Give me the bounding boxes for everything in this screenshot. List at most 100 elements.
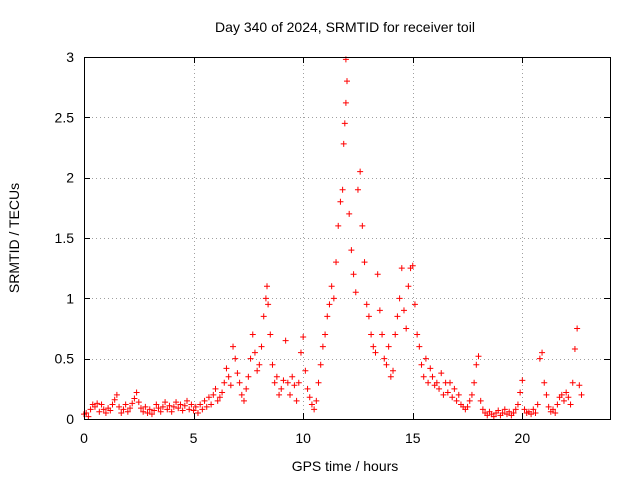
data-point: [499, 409, 506, 416]
data-point: [276, 391, 283, 398]
grid-lines: [84, 57, 610, 419]
data-point: [258, 343, 265, 350]
data-point: [427, 365, 434, 372]
data-point: [159, 403, 166, 410]
data-point: [368, 331, 375, 338]
x-tick-label: 5: [190, 430, 198, 446]
data-point: [177, 401, 184, 408]
data-point: [210, 391, 217, 398]
data-point: [238, 391, 245, 398]
data-point: [464, 403, 471, 410]
data-point: [157, 408, 164, 415]
data-point: [91, 403, 98, 410]
data-point: [219, 389, 226, 396]
data-point: [376, 307, 383, 314]
data-point: [111, 396, 118, 403]
plot-frame: [84, 57, 611, 420]
data-point: [170, 403, 177, 410]
data-point: [295, 379, 302, 386]
data-point: [94, 400, 101, 407]
data-point: [151, 407, 158, 414]
data-point: [409, 262, 416, 269]
data-point: [96, 408, 103, 415]
data-point: [418, 361, 425, 368]
data-point: [484, 412, 491, 419]
data-point: [425, 379, 432, 386]
x-tick-label: 20: [515, 430, 531, 446]
data-point: [379, 331, 386, 338]
data-point: [315, 379, 322, 386]
data-point: [576, 382, 583, 389]
data-point: [137, 405, 144, 412]
data-point: [280, 377, 287, 384]
data-point: [348, 247, 355, 254]
data-point: [501, 406, 508, 413]
data-point: [129, 400, 136, 407]
data-point: [324, 313, 331, 320]
data-point: [297, 349, 304, 356]
data-point: [300, 333, 307, 340]
data-point: [543, 391, 550, 398]
data-point: [477, 397, 484, 404]
data-point: [411, 301, 418, 308]
y-tick-label: 0: [66, 411, 74, 427]
data-point: [319, 343, 326, 350]
data-point: [234, 370, 241, 377]
data-point: [346, 210, 353, 217]
data-point: [153, 401, 160, 408]
x-tick-label: 0: [80, 430, 88, 446]
data-point: [271, 379, 278, 386]
data-point: [560, 397, 567, 404]
data-point: [365, 313, 372, 320]
data-point: [262, 295, 269, 302]
data-point: [197, 401, 204, 408]
data-point: [354, 186, 361, 193]
data-point: [370, 343, 377, 350]
data-point: [249, 331, 256, 338]
data-point: [304, 385, 311, 392]
data-point: [247, 355, 254, 362]
data-point: [536, 355, 543, 362]
data-point: [471, 379, 478, 386]
data-point: [374, 271, 381, 278]
data-point: [155, 405, 162, 412]
data-point: [212, 385, 219, 392]
data-point: [317, 361, 324, 368]
data-point: [449, 394, 456, 401]
data-point: [216, 394, 223, 401]
data-point: [199, 406, 206, 413]
data-point: [541, 379, 548, 386]
data-point: [175, 405, 182, 412]
data-point: [273, 373, 280, 380]
data-point: [416, 343, 423, 350]
data-point: [558, 391, 565, 398]
data-point: [420, 373, 427, 380]
data-point: [251, 349, 258, 356]
data-point: [256, 361, 263, 368]
data-point: [100, 406, 107, 413]
data-point: [357, 168, 364, 175]
data-point: [186, 406, 193, 413]
data-point: [278, 385, 285, 392]
data-point: [510, 409, 517, 416]
data-point: [293, 397, 300, 404]
tick-labels: 0 5 10 15 20 0 0.5 1 1.5 2 2.5 3: [55, 49, 531, 446]
data-point: [532, 409, 539, 416]
data-point: [109, 401, 116, 408]
data-point: [387, 373, 394, 380]
data-point: [168, 408, 175, 415]
data-point: [203, 403, 210, 410]
data-point: [519, 377, 526, 384]
data-point: [447, 379, 454, 386]
data-point: [166, 402, 173, 409]
data-point: [282, 337, 289, 344]
data-point: [414, 331, 421, 338]
data-point: [550, 406, 557, 413]
data-point: [571, 346, 578, 353]
data-point: [254, 367, 261, 374]
data-point: [383, 361, 390, 368]
data-point: [392, 331, 399, 338]
x-tick-label: 15: [405, 430, 421, 446]
x-axis-label: GPS time / hours: [292, 458, 399, 474]
data-point: [243, 385, 250, 392]
